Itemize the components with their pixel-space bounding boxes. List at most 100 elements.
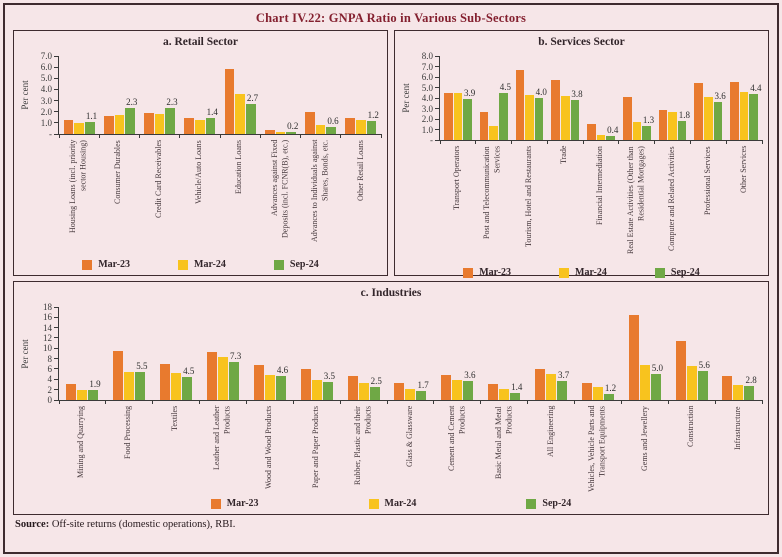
x-axis-label-text: Vehicle/Auto Loans (194, 140, 204, 204)
bar-mar-23 (394, 383, 405, 400)
legend-item-mar-24: Mar-24 (559, 267, 607, 278)
legend-label: Mar-24 (575, 267, 607, 278)
x-axis-label-text: Food Processing (123, 406, 133, 460)
y-axis-tick-mark (54, 77, 58, 79)
y-axis-tick-mark (54, 133, 58, 135)
x-axis-label: All Engineering (527, 406, 574, 494)
bar-mar-24 (405, 388, 416, 400)
x-axis-label-text: Advances against Fixed Deposits (incl. F… (269, 140, 290, 239)
x-axis-tick-mark (139, 134, 140, 138)
x-axis-label: Professional Services (690, 146, 726, 264)
legend-item-mar-23: Mar-23 (82, 259, 130, 270)
x-axis-label-text: Cement and Cement Products (446, 406, 466, 472)
x-axis-tick-mark (574, 400, 576, 404)
bar-group: 5.5 (106, 307, 153, 400)
bar-mar-23 (694, 83, 704, 140)
y-axis-tick-label: 0 (47, 395, 53, 405)
y-axis-tick-mark (54, 111, 58, 113)
y-axis-tick-label: 14 (43, 322, 52, 333)
bar-group: 1.3 (619, 56, 655, 140)
x-axis-label-text: Leather and Leather Products (211, 406, 232, 471)
y-axis-tick-label: 7.0 (421, 61, 433, 72)
bar-mar-23 (113, 350, 124, 400)
legend-item-sep-24: Sep-24 (273, 259, 319, 270)
legend-label: Sep-24 (542, 498, 572, 509)
y-axis-tick-label: - (430, 135, 433, 145)
y-axis-tick-mark (54, 88, 58, 90)
bar-sep-24: 1.2 (603, 383, 616, 400)
bar-mar-24 (499, 389, 510, 400)
bar-value-label: 5.0 (651, 363, 663, 374)
bar-group: 3.5 (293, 307, 340, 400)
bar-mar-23 (628, 314, 639, 400)
x-axis-label-text: Wood and Wood Products (264, 406, 274, 490)
y-axis-tick-label: 1.0 (40, 117, 52, 128)
y-axis-tick-mark (54, 358, 58, 360)
bar-value-label: 0.2 (287, 120, 299, 131)
y-axis-tick-mark (54, 55, 58, 57)
x-axis-tick-mark (259, 134, 261, 138)
y-axis-tick-mark (54, 399, 58, 401)
legend-swatch (559, 267, 570, 278)
bar-group: 1.8 (655, 56, 691, 140)
x-axis-tick-mark (300, 134, 301, 138)
y-axis-tick-mark (435, 76, 439, 78)
x-axis-label-text: Trade (559, 146, 569, 165)
y-axis-tick-label: 12 (43, 333, 52, 343)
x-axis-label: Basic Metal and Metal Products (480, 406, 527, 494)
legend-label: Mar-23 (226, 498, 259, 509)
legend-item-mar-23: Mar-23 (463, 267, 511, 278)
y-axis-tick-mark (435, 55, 439, 57)
bar-mar-23 (515, 69, 525, 140)
plot-area: 3.9 4.5 4.0 3.8 0.4 1.3 1.8 3.6 4.4 (439, 56, 763, 144)
x-axis-tick-mark (618, 140, 620, 144)
y-axis-tick-mark (435, 108, 439, 109)
x-axis-tick-mark (620, 400, 622, 404)
x-axis-label-text: Credit Card Receivables (153, 140, 163, 219)
bar-mar-23 (441, 374, 452, 400)
y-axis-tick-label: 5.0 (421, 82, 433, 93)
y-axis-tick-label: 6.0 (40, 62, 52, 73)
bar-mar-24 (356, 119, 366, 134)
x-axis-tick-mark (475, 140, 477, 144)
x-axis-label-text: Real Estate Activities (Other than Resid… (626, 146, 646, 254)
legend-swatch (82, 259, 93, 270)
x-axis-label-text: Vehicles, Vehicle Parts and Transport Eq… (587, 406, 607, 493)
bar-mar-23 (184, 118, 195, 134)
bar-mar-23 (160, 363, 171, 400)
bar-group: 1.2 (341, 56, 381, 134)
bar-value-label: 4.5 (499, 81, 512, 92)
x-axis-tick-mark (199, 400, 201, 404)
bar-mar-24 (311, 379, 322, 400)
x-axis-label-text: Rubber, Plastic and their Products (352, 406, 373, 485)
bar-value-label: 3.7 (558, 369, 570, 380)
bar-value-label: 3.8 (571, 89, 583, 100)
panel-retail-sector: a. Retail Sector Per cent 7.0 6.0 5.0 4.0 3.… (13, 30, 388, 276)
bar-group: 3.7 (528, 307, 575, 400)
legend-item-mar-23: Mar-23 (210, 498, 259, 509)
y-axis-title: Per cent (20, 80, 30, 110)
panel-retail-title: a. Retail Sector (162, 36, 239, 48)
bar-mar-24 (358, 383, 369, 400)
x-axis-tick-mark (582, 140, 584, 144)
bar-mar-24 (452, 379, 463, 400)
bar-mar-23 (103, 116, 114, 134)
x-axis-tick-mark (152, 400, 154, 404)
x-axis-tick-mark (219, 134, 221, 138)
bar-mar-23 (535, 369, 546, 400)
bar-value-label: 7.3 (230, 351, 242, 362)
bar-mar-24 (218, 357, 228, 400)
x-axis-labels: Transport Operators Post and Telecommunic… (439, 146, 762, 264)
bar-sep-24: 1.4 (205, 107, 218, 134)
bar-mar-24 (124, 371, 135, 400)
y-axis-tick-label: 7.0 (40, 51, 52, 61)
legend-label: Mar-23 (479, 267, 512, 278)
bar-mar-23 (658, 109, 668, 140)
x-axis-label: Mining and Quarrying (58, 406, 105, 494)
y-axis-tick-mark (54, 347, 58, 349)
bar-group: 3.8 (547, 56, 583, 140)
x-axis-tick-mark (480, 400, 482, 404)
bar-group: 1.4 (481, 307, 528, 400)
bar-sep-24: 2.3 (165, 97, 178, 134)
y-axis-tick-mark (54, 327, 58, 329)
